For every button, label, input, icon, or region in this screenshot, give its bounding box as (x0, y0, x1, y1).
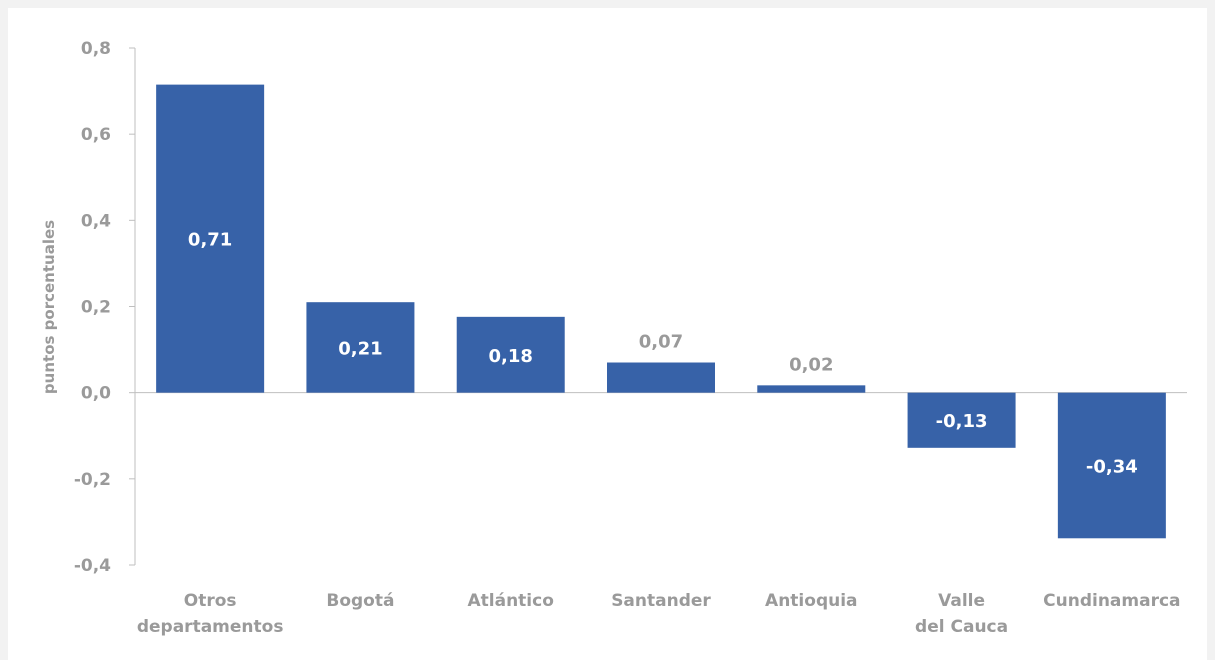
category-label: del Cauca (915, 617, 1008, 637)
data-label: 0,71 (188, 230, 232, 251)
category-labels: Otros departamentos Bogotá Atlántico Santand… (137, 591, 1181, 637)
category-label: Santander (611, 591, 711, 611)
y-tick-label: -0,4 (74, 556, 111, 576)
category-label: Bogotá (326, 591, 394, 611)
data-label: 0,02 (789, 354, 833, 375)
bar (456, 316, 565, 393)
bar (1057, 392, 1166, 539)
data-label: -0,13 (936, 411, 988, 432)
y-tick-label: 0,4 (81, 211, 111, 231)
y-tick-label: -0,2 (74, 470, 111, 490)
category-label: Atlántico (468, 591, 554, 611)
bar (757, 385, 866, 393)
category-label: Otros (184, 591, 237, 611)
data-labels: 0,71 0,21 0,18 0,07 0,02 -0,13 -0,34 (188, 230, 1138, 478)
bar (907, 392, 1016, 448)
data-label: -0,34 (1086, 456, 1138, 477)
y-tick-label: 0,8 (81, 39, 111, 59)
category-label: Cundinamarca (1043, 591, 1180, 611)
bar (306, 302, 415, 393)
data-label: 0,18 (489, 346, 533, 367)
y-tick-label: 0,2 (81, 298, 111, 318)
category-label: departamentos (137, 617, 284, 637)
y-tick-label: 0,6 (81, 125, 111, 145)
data-label: 0,07 (639, 332, 683, 353)
y-tick-label: 0,0 (81, 384, 111, 404)
category-label: Valle (938, 591, 985, 611)
bars (156, 84, 1166, 539)
category-label: Antioquia (765, 591, 857, 611)
bar (607, 362, 715, 393)
data-label: 0,21 (338, 338, 382, 359)
y-axis-label: puntos porcentuales (40, 220, 58, 394)
bar (156, 84, 265, 393)
